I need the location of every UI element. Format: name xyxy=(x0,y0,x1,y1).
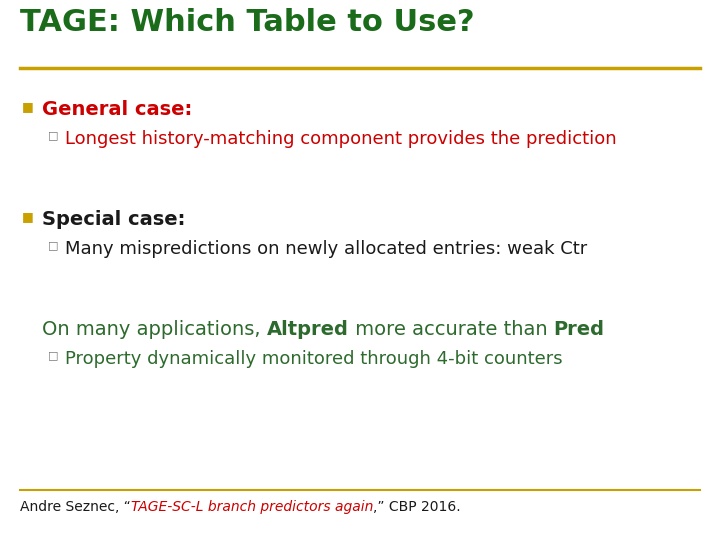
Text: ■: ■ xyxy=(22,100,34,113)
Text: □: □ xyxy=(48,350,58,360)
Text: ,” CBP 2016.: ,” CBP 2016. xyxy=(373,500,461,514)
Text: □: □ xyxy=(48,130,58,140)
Text: Special case:: Special case: xyxy=(42,210,185,229)
Text: TAGE: Which Table to Use?: TAGE: Which Table to Use? xyxy=(20,8,474,37)
Text: TAGE-SC-L branch predictors again: TAGE-SC-L branch predictors again xyxy=(131,500,373,514)
Text: Andre Seznec, “: Andre Seznec, “ xyxy=(20,500,131,514)
Text: Many mispredictions on newly allocated entries: weak Ctr: Many mispredictions on newly allocated e… xyxy=(65,240,588,258)
Text: □: □ xyxy=(48,240,58,250)
Text: Property dynamically monitored through 4-bit counters: Property dynamically monitored through 4… xyxy=(65,350,562,368)
Text: General case:: General case: xyxy=(42,100,192,119)
Text: Longest history-matching component provides the prediction: Longest history-matching component provi… xyxy=(65,130,616,148)
Text: Altpred: Altpred xyxy=(266,320,348,339)
Text: On many applications,: On many applications, xyxy=(42,320,266,339)
Text: Pred: Pred xyxy=(554,320,605,339)
Text: more accurate than: more accurate than xyxy=(348,320,554,339)
Text: ■: ■ xyxy=(22,210,34,223)
